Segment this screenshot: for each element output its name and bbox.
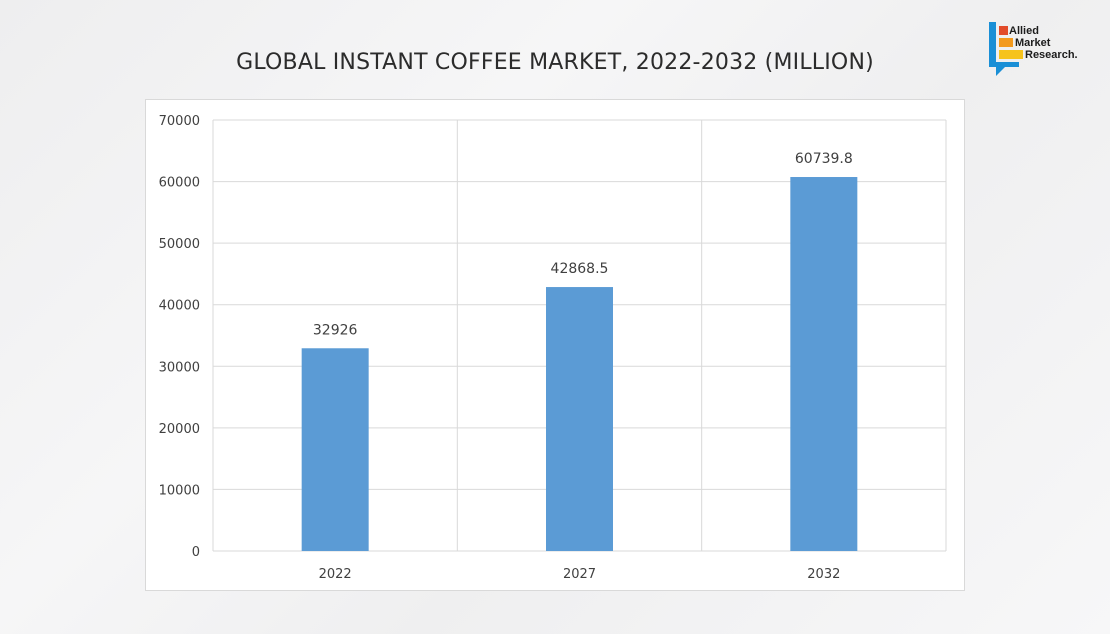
bar-chart: 0 10000 20000 30000 40000 50000 60000 70000 3292… [159,114,947,582]
logo-word-3: Research. [1025,49,1078,61]
logo-frame-bottom [989,62,1019,67]
allied-market-research-logo: Allied Market Research. [989,22,1089,78]
logo-frame-bar [989,22,996,66]
logo-word-1: Allied [1009,25,1039,37]
y-tick-label: 30000 [159,360,200,375]
y-tick-label: 50000 [159,237,200,252]
logo-orange-bar-icon [999,38,1013,47]
data-label: 42868.5 [551,261,609,277]
y-tick-label: 40000 [159,299,200,314]
y-tick-label: 10000 [159,483,200,498]
page-title: GLOBAL INSTANT COFFEE MARKET, 2022-2032 … [236,50,874,75]
x-tick-label: 2032 [807,567,840,582]
bar [790,177,858,552]
logo-speech-tail-icon [996,67,1005,76]
bar [546,287,613,551]
data-label: 32926 [313,322,358,338]
y-tick-label: 60000 [159,176,200,191]
logo-red-square-icon [999,26,1008,35]
y-tick-label: 70000 [159,114,200,129]
x-tick-label: 2027 [563,567,596,582]
data-label: 60739.8 [795,151,853,167]
y-tick-label: 20000 [159,422,200,437]
y-tick-label: 0 [192,545,200,560]
chart-panel: 0 10000 20000 30000 40000 50000 60000 70000 3292… [145,99,965,591]
logo-word-2: Market [1015,37,1051,49]
bar [301,348,369,551]
x-tick-label: 2022 [319,567,352,582]
logo-yellow-bar-icon [999,50,1023,59]
